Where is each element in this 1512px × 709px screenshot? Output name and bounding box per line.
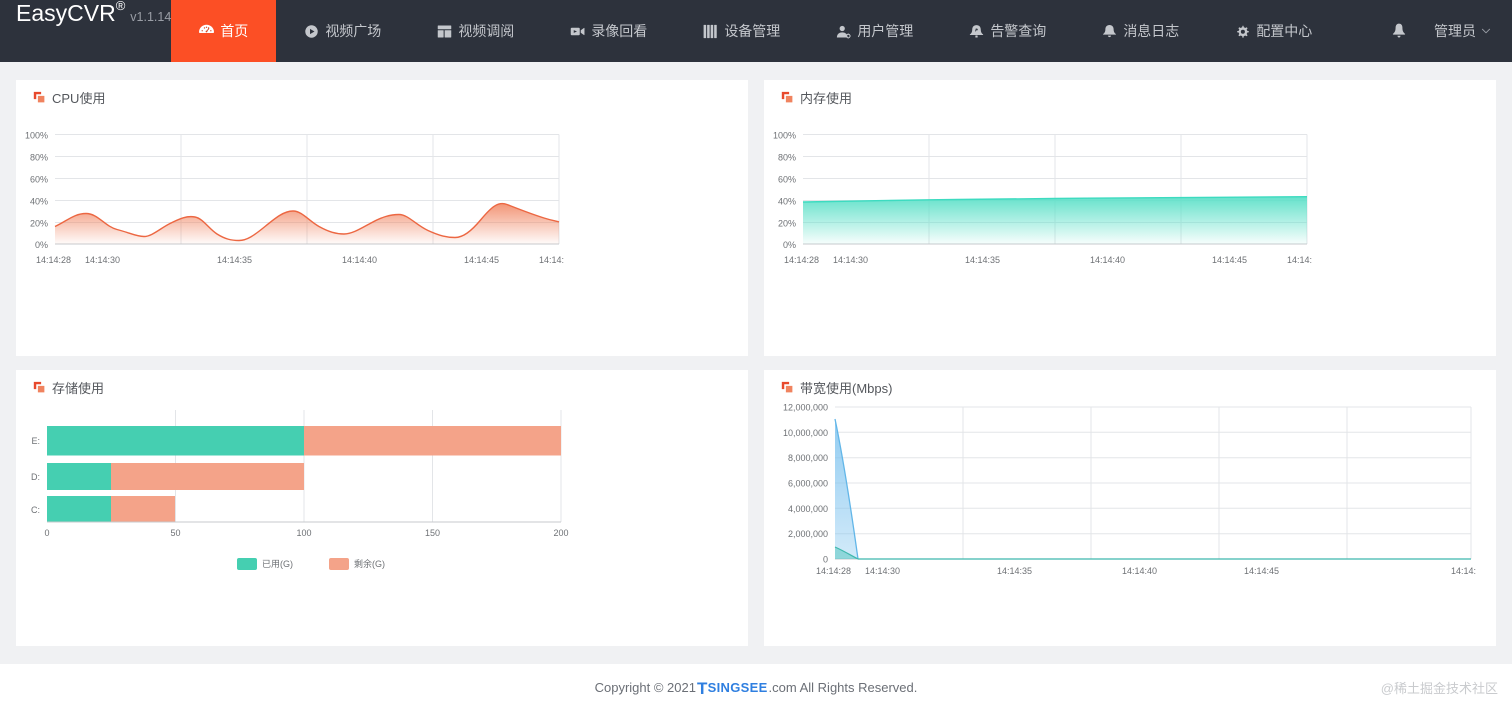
svg-text:14:14:40: 14:14:40: [342, 255, 377, 265]
svg-text:剩余(G): 剩余(G): [354, 558, 385, 569]
svg-text:14:14:: 14:14:: [1287, 255, 1312, 265]
svg-text:100%: 100%: [773, 131, 796, 141]
svg-text:14:14:35: 14:14:35: [965, 255, 1000, 265]
svg-text:10,000,000: 10,000,000: [783, 428, 828, 438]
svg-text:14:14:28: 14:14:28: [784, 255, 819, 265]
svg-text:14:14:: 14:14:: [1451, 566, 1476, 576]
svg-text:40%: 40%: [30, 197, 48, 207]
svg-text:100: 100: [296, 528, 311, 538]
svg-text:60%: 60%: [778, 175, 796, 185]
svg-text:14:14:30: 14:14:30: [85, 255, 120, 265]
svg-text:14:14:45: 14:14:45: [1212, 255, 1247, 265]
svg-text:80%: 80%: [778, 153, 796, 163]
svg-text:14:14:28: 14:14:28: [816, 566, 851, 576]
svg-text:0: 0: [823, 555, 828, 565]
svg-text:0: 0: [44, 528, 49, 538]
svg-text:C:: C:: [31, 505, 40, 515]
svg-text:14:14:40: 14:14:40: [1090, 255, 1125, 265]
svg-text:2,000,000: 2,000,000: [788, 529, 828, 539]
svg-text:60%: 60%: [30, 175, 48, 185]
svg-text:14:14:45: 14:14:45: [1244, 566, 1279, 576]
svg-text:6,000,000: 6,000,000: [788, 479, 828, 489]
svg-text:14:14:40: 14:14:40: [1122, 566, 1157, 576]
svg-text:40%: 40%: [778, 197, 796, 207]
svg-text:200: 200: [553, 528, 568, 538]
svg-text:50: 50: [170, 528, 180, 538]
svg-text:14:14:30: 14:14:30: [833, 255, 868, 265]
svg-text:12,000,000: 12,000,000: [783, 403, 828, 413]
svg-text:8,000,000: 8,000,000: [788, 453, 828, 463]
svg-text:100%: 100%: [25, 131, 48, 141]
svg-text:0%: 0%: [35, 240, 48, 250]
svg-text:14:14:30: 14:14:30: [865, 566, 900, 576]
svg-text:已用(G): 已用(G): [262, 559, 293, 569]
svg-text:14:14:35: 14:14:35: [997, 566, 1032, 576]
svg-text:D:: D:: [31, 472, 40, 482]
svg-text:14:14:28: 14:14:28: [36, 255, 71, 265]
svg-text:14:14:: 14:14:: [539, 255, 564, 265]
svg-text:20%: 20%: [778, 219, 796, 229]
svg-text:20%: 20%: [30, 219, 48, 229]
svg-text:4,000,000: 4,000,000: [788, 504, 828, 514]
svg-text:0%: 0%: [783, 240, 796, 250]
svg-text:14:14:45: 14:14:45: [464, 255, 499, 265]
svg-text:80%: 80%: [30, 153, 48, 163]
svg-text:14:14:35: 14:14:35: [217, 255, 252, 265]
svg-text:150: 150: [425, 528, 440, 538]
svg-text:E:: E:: [31, 436, 40, 446]
